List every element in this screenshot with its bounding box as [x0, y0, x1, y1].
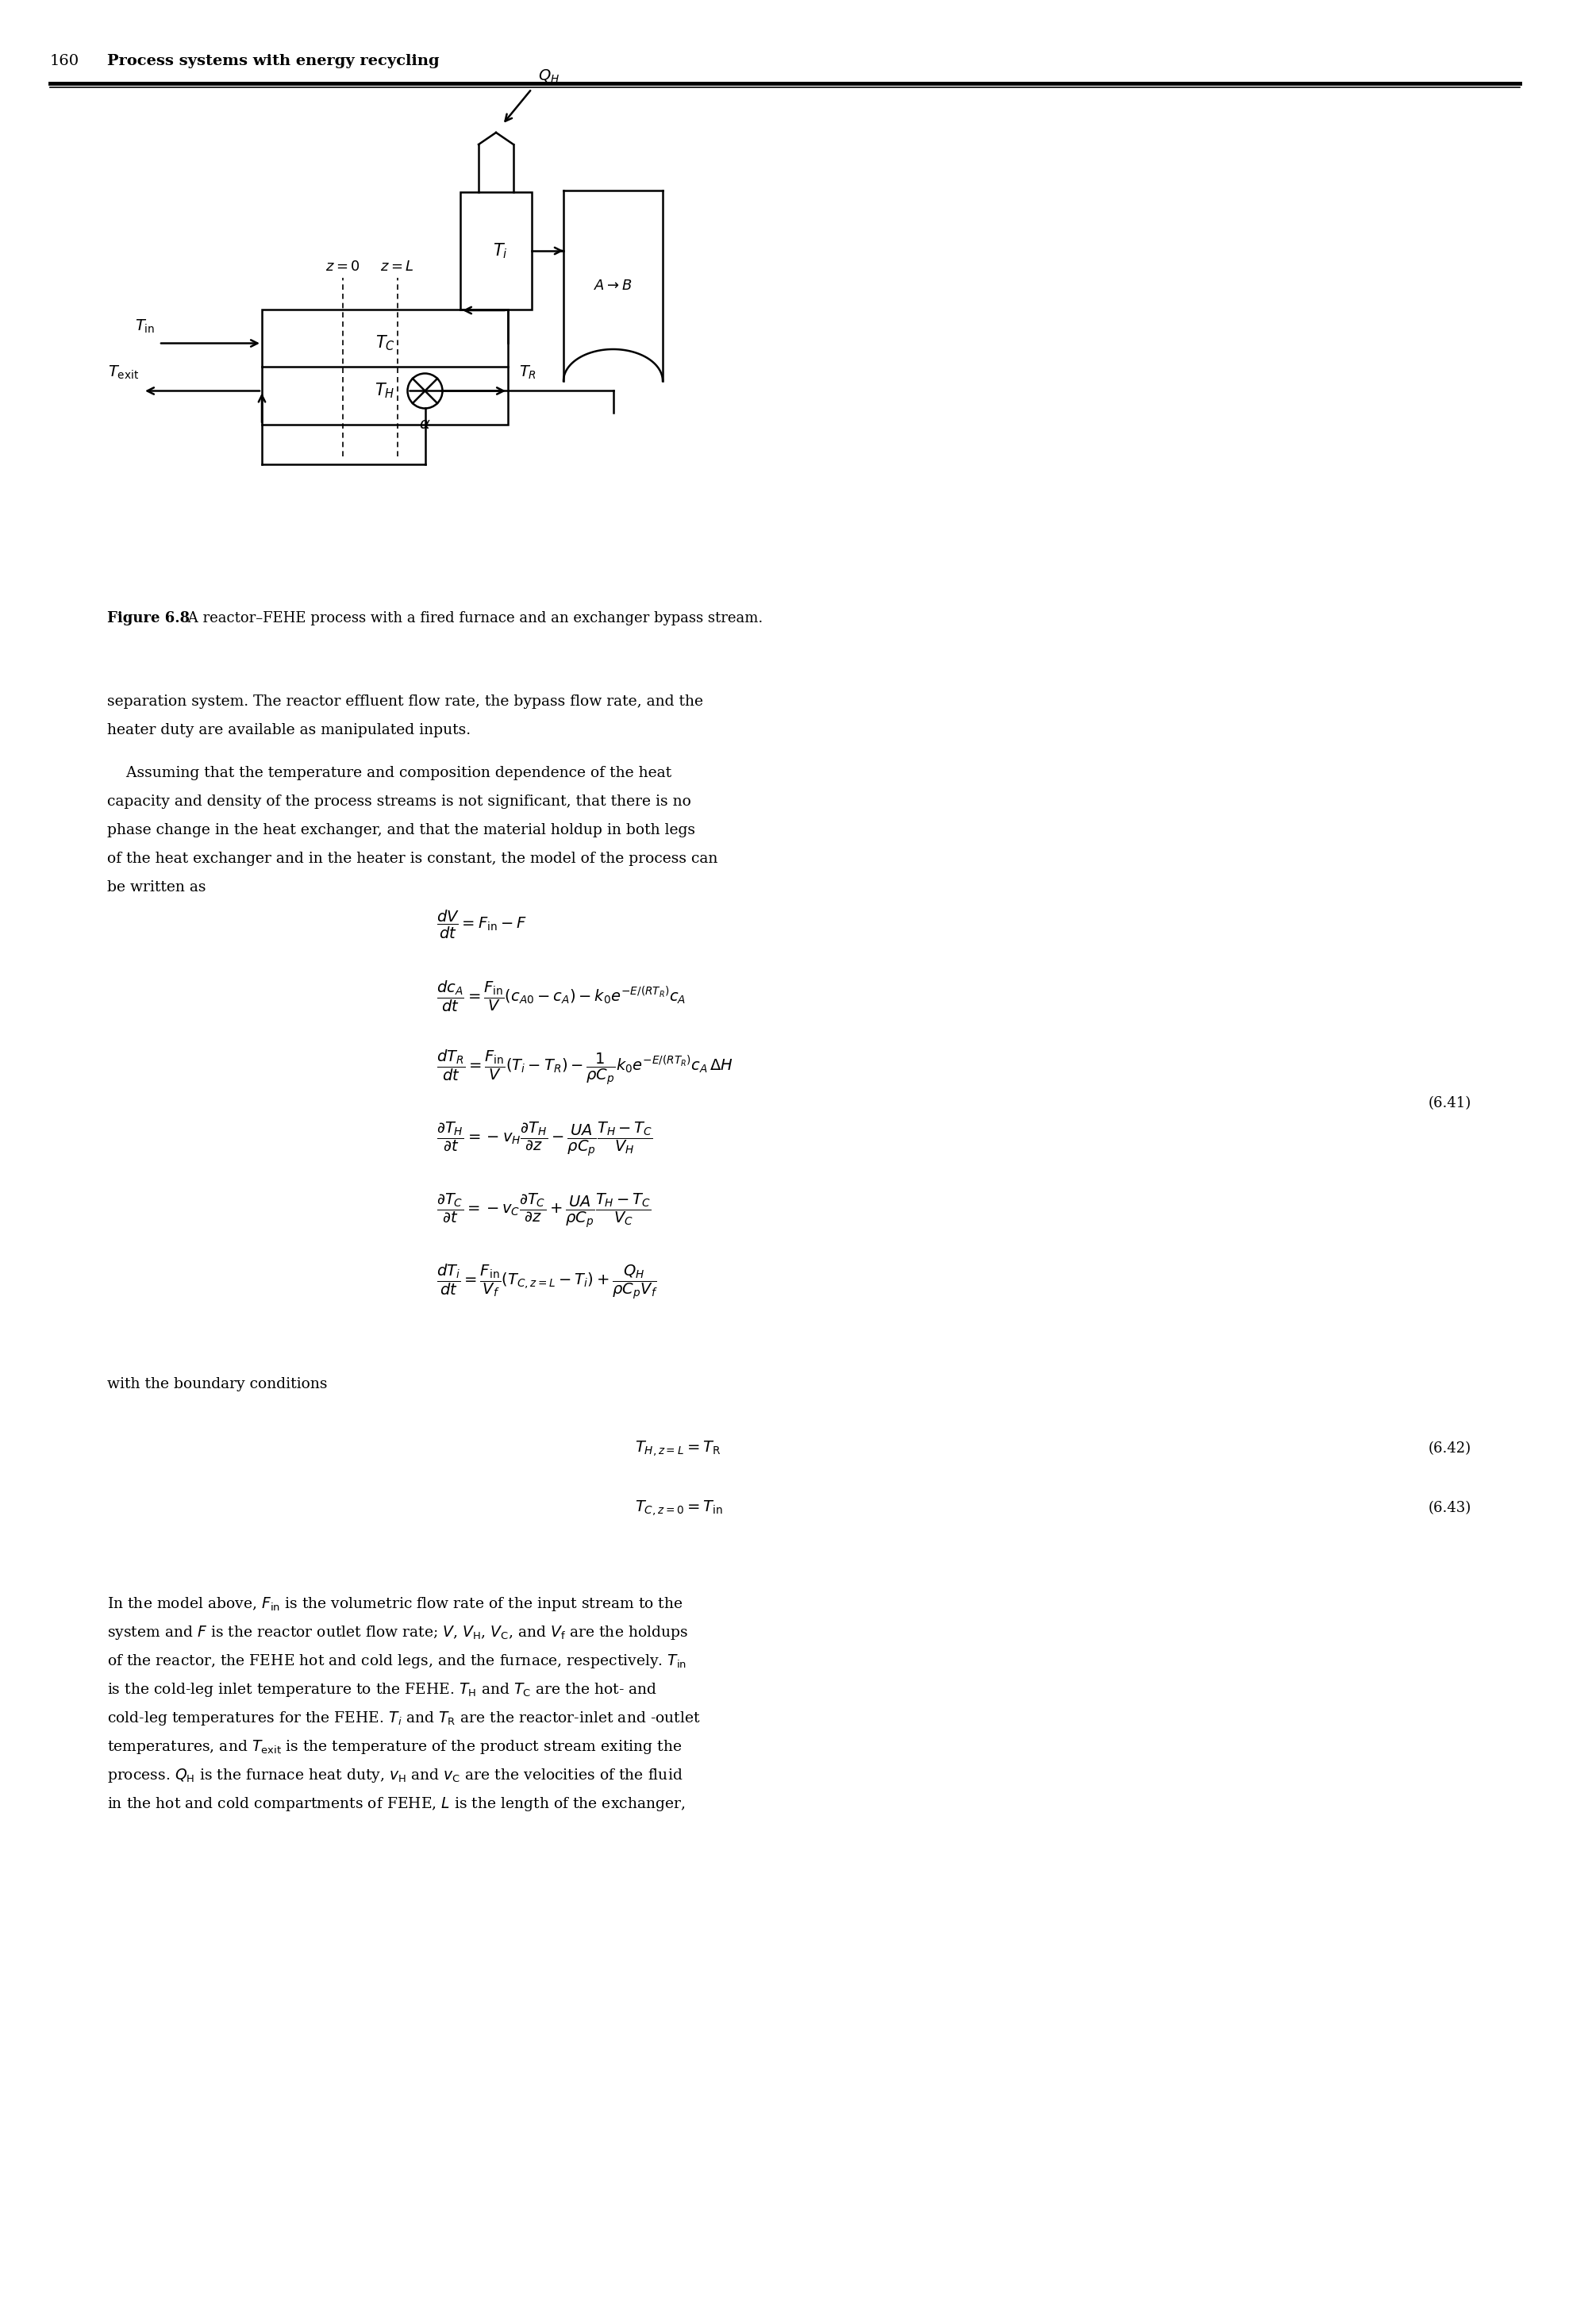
Text: of the heat exchanger and in the heater is constant, the model of the process ca: of the heat exchanger and in the heater … [107, 852, 718, 866]
Text: $\dfrac{dc_A}{dt} = \dfrac{F_{\mathrm{in}}}{V}(c_{A0} - c_A) - k_0 e^{-E/(RT_R)}: $\dfrac{dc_A}{dt} = \dfrac{F_{\mathrm{in… [436, 979, 686, 1013]
Text: of the reactor, the FEHE hot and cold legs, and the furnace, respectively. $T_{\: of the reactor, the FEHE hot and cold le… [107, 1652, 686, 1670]
Text: Assuming that the temperature and composition dependence of the heat: Assuming that the temperature and compos… [107, 765, 672, 781]
Text: $T_C$: $T_C$ [375, 333, 394, 354]
Text: (6.41): (6.41) [1428, 1096, 1472, 1109]
Text: separation system. The reactor effluent flow rate, the bypass flow rate, and the: separation system. The reactor effluent … [107, 694, 704, 710]
Text: 160: 160 [49, 53, 80, 69]
Text: (6.43): (6.43) [1428, 1500, 1472, 1516]
Text: A reactor–FEHE process with a fired furnace and an exchanger bypass stream.: A reactor–FEHE process with a fired furn… [184, 611, 763, 625]
Text: $\dfrac{dT_R}{dt} = \dfrac{F_{\mathrm{in}}}{V}(T_i - T_R) - \dfrac{1}{\rho C_p} : $\dfrac{dT_R}{dt} = \dfrac{F_{\mathrm{in… [436, 1047, 733, 1086]
Text: cold-leg temperatures for the FEHE. $T_i$ and $T_{\mathrm{R}}$ are the reactor-i: cold-leg temperatures for the FEHE. $T_i… [107, 1709, 701, 1727]
Text: $\dfrac{\partial T_H}{\partial t} = -v_H \dfrac{\partial T_H}{\partial z} - \dfr: $\dfrac{\partial T_H}{\partial t} = -v_H… [436, 1121, 653, 1158]
Text: Figure 6.8: Figure 6.8 [107, 611, 190, 625]
Text: $T_{\mathrm{exit}}$: $T_{\mathrm{exit}}$ [109, 365, 139, 381]
Text: In the model above, $F_{\mathrm{in}}$ is the volumetric flow rate of the input s: In the model above, $F_{\mathrm{in}}$ is… [107, 1596, 683, 1612]
Text: is the cold-leg inlet temperature to the FEHE. $T_{\mathrm{H}}$ and $T_{\mathrm{: is the cold-leg inlet temperature to the… [107, 1681, 658, 1697]
Text: phase change in the heat exchanger, and that the material holdup in both legs: phase change in the heat exchanger, and … [107, 822, 696, 838]
Text: system and $F$ is the reactor outlet flow rate; $V$, $V_{\mathrm{H}}$, $V_{\math: system and $F$ is the reactor outlet flo… [107, 1624, 688, 1642]
Text: $A \rightarrow B$: $A \rightarrow B$ [594, 278, 632, 294]
Text: $\dfrac{dT_i}{dt} = \dfrac{F_{\mathrm{in}}}{V_f}(T_{C,z=L} - T_i) + \dfrac{Q_H}{: $\dfrac{dT_i}{dt} = \dfrac{F_{\mathrm{in… [436, 1263, 658, 1300]
Text: Process systems with energy recycling: Process systems with energy recycling [107, 53, 439, 69]
Text: $T_i$: $T_i$ [493, 241, 508, 260]
Text: $z=0$: $z=0$ [326, 260, 361, 273]
Text: $\dfrac{\partial T_C}{\partial t} = -v_C \dfrac{\partial T_C}{\partial z} + \dfr: $\dfrac{\partial T_C}{\partial t} = -v_C… [436, 1192, 651, 1229]
Text: process. $Q_{\mathrm{H}}$ is the furnace heat duty, $v_{\mathrm{H}}$ and $v_{\ma: process. $Q_{\mathrm{H}}$ is the furnace… [107, 1766, 683, 1785]
Text: $z=L$: $z=L$ [380, 260, 413, 273]
Text: heater duty are available as manipulated inputs.: heater duty are available as manipulated… [107, 724, 471, 737]
Text: temperatures, and $T_{\mathrm{exit}}$ is the temperature of the product stream e: temperatures, and $T_{\mathrm{exit}}$ is… [107, 1739, 681, 1755]
Text: $T_{\mathrm{in}}$: $T_{\mathrm{in}}$ [134, 319, 155, 335]
Text: $Q_H$: $Q_H$ [538, 69, 560, 85]
Text: in the hot and cold compartments of FEHE, $L$ is the length of the exchanger,: in the hot and cold compartments of FEHE… [107, 1796, 685, 1812]
Text: with the boundary conditions: with the boundary conditions [107, 1378, 327, 1392]
Text: $T_R$: $T_R$ [519, 365, 536, 381]
Text: (6.42): (6.42) [1428, 1443, 1472, 1456]
Text: $T_H$: $T_H$ [375, 381, 394, 400]
Text: $T_{H,z=L} = T_{\mathrm{R}}$: $T_{H,z=L} = T_{\mathrm{R}}$ [635, 1438, 721, 1459]
Text: capacity and density of the process streams is not significant, that there is no: capacity and density of the process stre… [107, 795, 691, 809]
Text: $\dfrac{dV}{dt} = F_{\mathrm{in}} - F$: $\dfrac{dV}{dt} = F_{\mathrm{in}} - F$ [436, 910, 527, 939]
Text: be written as: be written as [107, 880, 206, 894]
Text: $T_{C,z=0} = T_{\mathrm{in}}$: $T_{C,z=0} = T_{\mathrm{in}}$ [635, 1498, 723, 1518]
Text: $\alpha$: $\alpha$ [420, 418, 431, 432]
